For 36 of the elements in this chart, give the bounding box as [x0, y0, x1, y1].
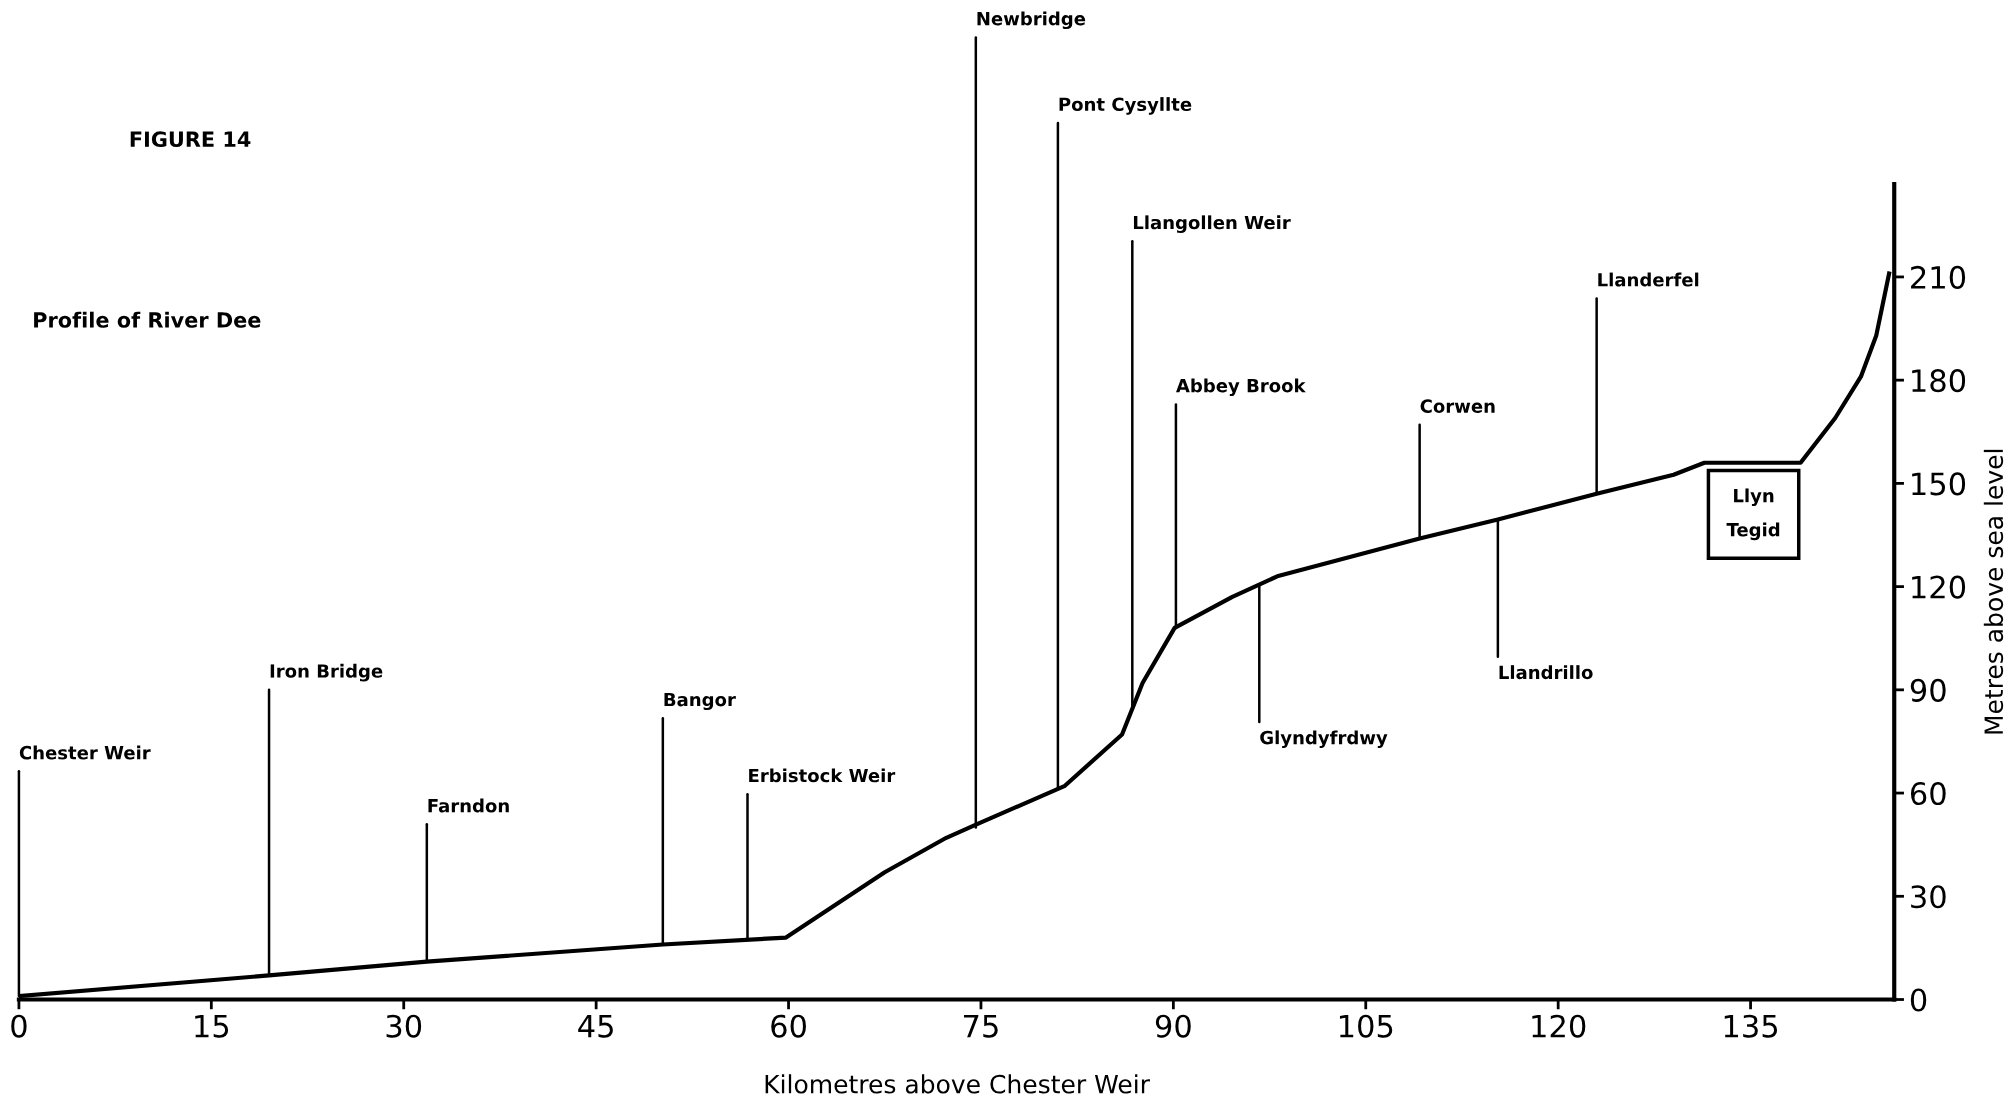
- x-tick-label: 45: [578, 1015, 613, 1038]
- y-tick-label: 120: [1912, 575, 1966, 599]
- annotation: Llangollen Weir: [1133, 215, 1291, 233]
- annotation: Newbridge: [977, 11, 1086, 30]
- text: Profile of River Dee: [34, 311, 261, 328]
- annotation: Llyn Tegid: [1726, 488, 1780, 541]
- y-tick-label: 180: [1912, 369, 1966, 393]
- annotation: Corwen: [1420, 399, 1495, 413]
- annotation: Iron Bridge: [270, 663, 383, 682]
- annotation: Bangor: [664, 692, 736, 711]
- x-tick-label: 105: [1339, 1014, 1393, 1038]
- y-tick-label: 0: [1910, 988, 1927, 1012]
- annotation: Pont Cysyllte: [1059, 97, 1192, 115]
- y-tick-label: 90: [1910, 678, 1946, 702]
- annotation: Farndon: [428, 798, 509, 813]
- y-tick-label: 60: [1910, 781, 1946, 806]
- annotation: Abbey Brook: [1176, 378, 1306, 397]
- x-tick-label: 60: [771, 1014, 806, 1038]
- x-tick-label: 75: [964, 1015, 998, 1038]
- chart-title: FIGURE 14: [130, 131, 251, 148]
- annotation: Glyndyfrdwy: [1260, 730, 1388, 749]
- x-axis-title: Kilometres above Chester Weir: [765, 1074, 1150, 1094]
- annotation: Llanderfel: [1598, 272, 1699, 287]
- y-tick-label: 150: [1912, 472, 1966, 496]
- y-tick-label: 30: [1911, 885, 1946, 909]
- x-tick-label: 0: [11, 1014, 27, 1038]
- x-tick-label: 90: [1155, 1014, 1191, 1038]
- x-tick-label: 120: [1532, 1014, 1586, 1038]
- x-tick-label: 30: [386, 1014, 422, 1038]
- annotation: Chester Weir: [19, 745, 151, 760]
- x-tick-label: 15: [195, 1015, 229, 1038]
- x-tick-label: 135: [1724, 1014, 1778, 1038]
- y-tick-label: 210: [1911, 265, 1966, 289]
- annotation: Llandrillo: [1499, 665, 1593, 680]
- y-axis-title: Metres above sea level: [1983, 449, 2004, 734]
- annotation: Erbistock Weir: [749, 768, 896, 783]
